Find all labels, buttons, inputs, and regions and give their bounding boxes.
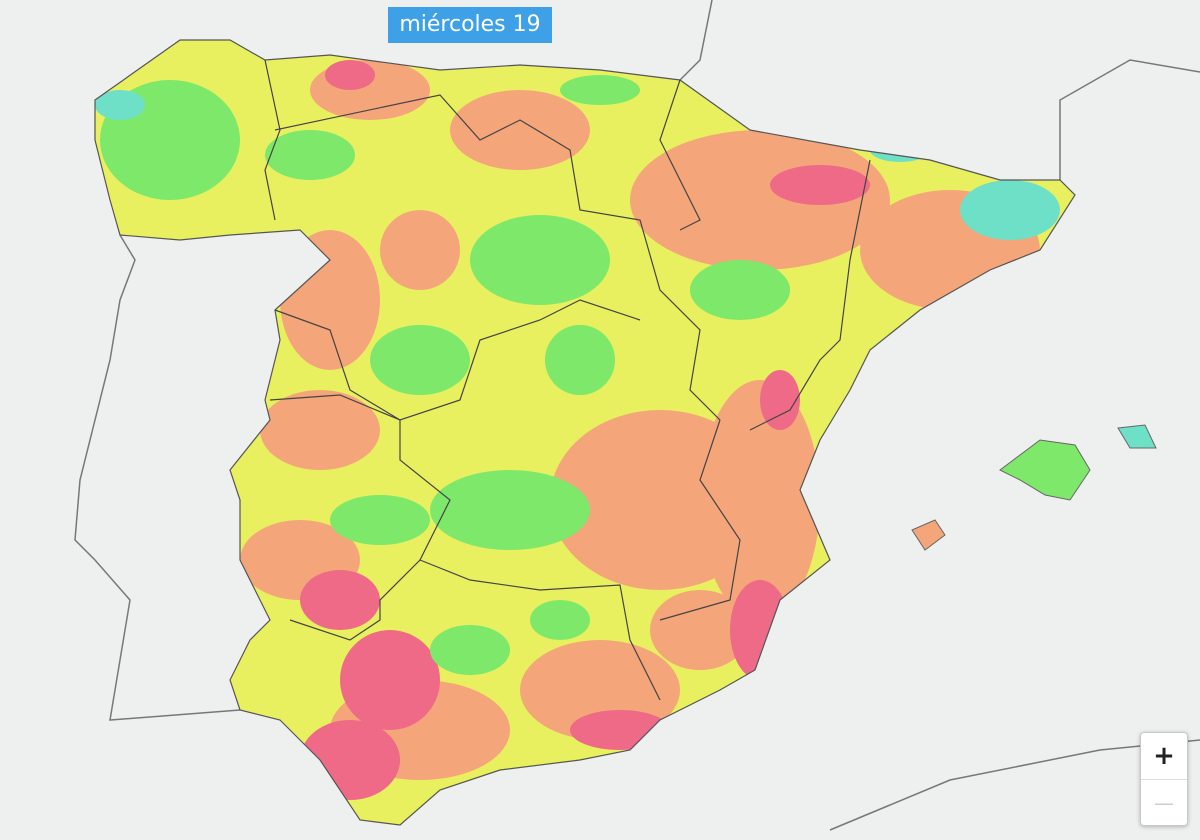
date-label: miércoles 19 (388, 7, 552, 43)
balearics (911, 424, 1157, 551)
zoom-in[interactable]: + (1153, 741, 1175, 771)
borders (94, 39, 1076, 826)
zoom-out[interactable]: — (1141, 779, 1187, 826)
zoom-control: + — (1140, 732, 1188, 826)
